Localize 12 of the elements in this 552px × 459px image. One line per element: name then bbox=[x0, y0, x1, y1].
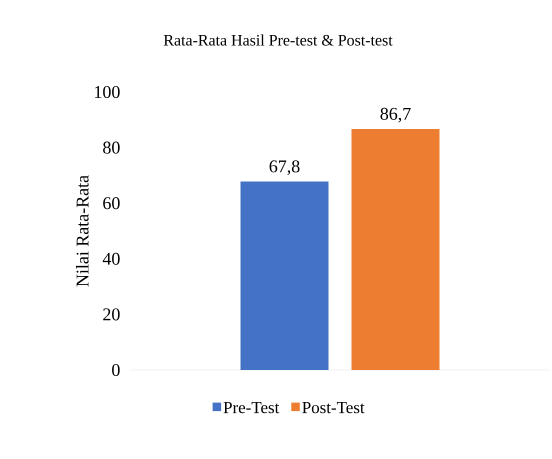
legend-label: Post-Test bbox=[302, 402, 365, 414]
legend-label: Pre-Test bbox=[224, 402, 280, 414]
y-tick-label: 40 bbox=[102, 252, 120, 265]
y-tick-label: 60 bbox=[103, 197, 120, 210]
chart-title: Rata-Rata Hasil Pre-test & Post-test bbox=[164, 34, 393, 46]
y-tick-label: 0 bbox=[112, 364, 120, 376]
data-label: 67,8 bbox=[270, 160, 300, 175]
y-axis-title: Nilai Rata-Rata bbox=[76, 175, 89, 286]
data-label: 86,7 bbox=[380, 108, 411, 122]
y-tick-label: 80 bbox=[103, 142, 120, 154]
y-tick-label: 100 bbox=[95, 86, 120, 98]
y-tick-label: 20 bbox=[103, 308, 120, 320]
